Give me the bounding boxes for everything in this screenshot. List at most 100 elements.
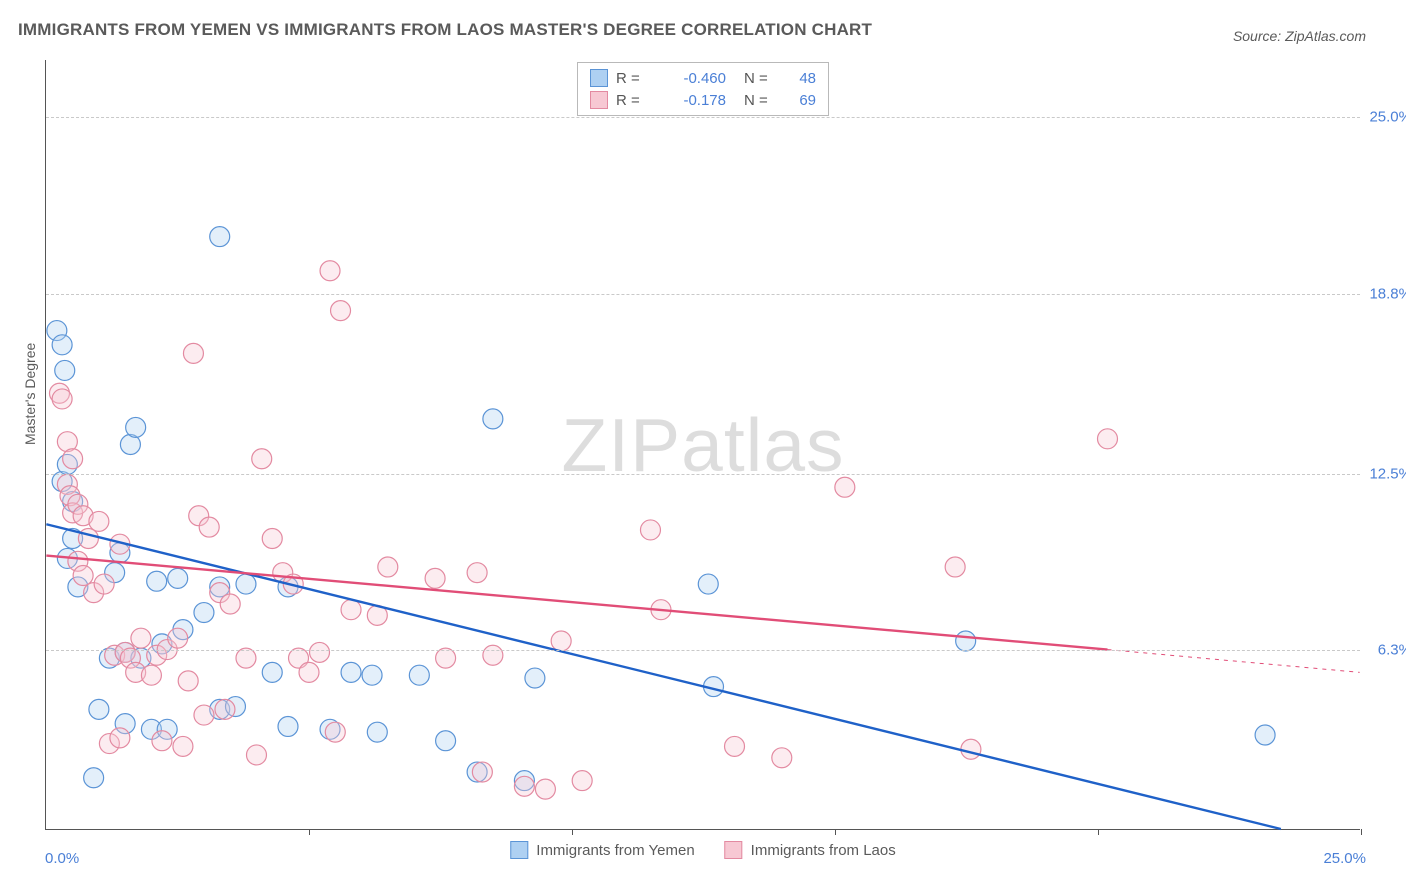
scatter-point-laos — [246, 745, 266, 765]
scatter-point-yemen — [52, 335, 72, 355]
legend-r-label: R = — [616, 92, 648, 109]
x-axis-origin-label: 0.0% — [45, 850, 79, 867]
swatch-yemen — [510, 841, 528, 859]
legend-item-laos: Immigrants from Laos — [725, 841, 896, 859]
scatter-point-laos — [178, 671, 198, 691]
scatter-point-yemen — [236, 574, 256, 594]
scatter-point-yemen — [210, 227, 230, 247]
scatter-point-laos — [572, 771, 592, 791]
legend-label-yemen: Immigrants from Yemen — [536, 842, 694, 859]
scatter-point-laos — [483, 645, 503, 665]
scatter-point-laos — [472, 762, 492, 782]
x-tick — [835, 829, 836, 835]
y-tick-label: 6.3% — [1378, 642, 1406, 659]
scatter-point-yemen — [55, 360, 75, 380]
scatter-point-laos — [252, 449, 272, 469]
scatter-point-yemen — [525, 668, 545, 688]
scatter-point-laos — [183, 343, 203, 363]
scatter-point-laos — [299, 662, 319, 682]
scatter-point-laos — [945, 557, 965, 577]
gridline — [46, 294, 1360, 295]
x-tick — [309, 829, 310, 835]
scatter-point-laos — [194, 705, 214, 725]
scatter-point-laos — [215, 699, 235, 719]
scatter-point-yemen — [84, 768, 104, 788]
scatter-point-laos — [152, 731, 172, 751]
legend-n-value-yemen: 48 — [786, 70, 816, 87]
scatter-point-laos — [551, 631, 571, 651]
scatter-point-laos — [772, 748, 792, 768]
scatter-point-laos — [640, 520, 660, 540]
scatter-point-laos — [467, 563, 487, 583]
swatch-laos — [590, 91, 608, 109]
scatter-svg — [46, 60, 1360, 829]
legend-item-yemen: Immigrants from Yemen — [510, 841, 694, 859]
scatter-point-laos — [110, 728, 130, 748]
scatter-point-laos — [1098, 429, 1118, 449]
scatter-point-laos — [94, 574, 114, 594]
scatter-point-laos — [725, 736, 745, 756]
scatter-point-laos — [173, 736, 193, 756]
scatter-point-yemen — [341, 662, 361, 682]
legend-n-label: N = — [744, 70, 778, 87]
scatter-point-yemen — [168, 568, 188, 588]
legend-row-yemen: R = -0.460 N = 48 — [590, 67, 816, 89]
scatter-point-laos — [52, 389, 72, 409]
y-tick-label: 18.8% — [1369, 285, 1406, 302]
scatter-point-laos — [73, 566, 93, 586]
scatter-point-yemen — [147, 571, 167, 591]
scatter-point-laos — [378, 557, 398, 577]
scatter-point-yemen — [436, 731, 456, 751]
scatter-point-laos — [199, 517, 219, 537]
legend-label-laos: Immigrants from Laos — [751, 842, 896, 859]
legend-row-laos: R = -0.178 N = 69 — [590, 89, 816, 111]
scatter-point-laos — [425, 568, 445, 588]
scatter-point-laos — [835, 477, 855, 497]
correlation-legend: R = -0.460 N = 48 R = -0.178 N = 69 — [577, 62, 829, 116]
legend-n-label: N = — [744, 92, 778, 109]
scatter-point-laos — [220, 594, 240, 614]
scatter-point-laos — [89, 511, 109, 531]
scatter-point-laos — [262, 529, 282, 549]
y-tick-label: 12.5% — [1369, 465, 1406, 482]
regression-line-yemen — [46, 524, 1280, 829]
x-tick — [572, 829, 573, 835]
plot-area: ZIPatlas R = -0.460 N = 48 R = -0.178 N … — [45, 60, 1360, 830]
scatter-point-laos — [331, 301, 351, 321]
regression-extrapolation-laos — [1107, 650, 1359, 673]
legend-r-value-yemen: -0.460 — [656, 70, 726, 87]
x-tick — [1098, 829, 1099, 835]
scatter-point-laos — [63, 449, 83, 469]
gridline — [46, 474, 1360, 475]
scatter-point-laos — [535, 779, 555, 799]
scatter-point-yemen — [1255, 725, 1275, 745]
scatter-point-laos — [961, 739, 981, 759]
legend-r-label: R = — [616, 70, 648, 87]
gridline — [46, 650, 1360, 651]
scatter-point-yemen — [367, 722, 387, 742]
y-axis-title: Master's Degree — [22, 343, 38, 445]
series-legend: Immigrants from Yemen Immigrants from La… — [510, 841, 895, 859]
source-attribution: Source: ZipAtlas.com — [1233, 28, 1366, 44]
scatter-point-yemen — [409, 665, 429, 685]
scatter-point-yemen — [698, 574, 718, 594]
chart-title: IMMIGRANTS FROM YEMEN VS IMMIGRANTS FROM… — [18, 20, 872, 40]
scatter-point-yemen — [89, 699, 109, 719]
scatter-point-laos — [341, 600, 361, 620]
scatter-point-yemen — [278, 716, 298, 736]
scatter-point-yemen — [956, 631, 976, 651]
x-tick — [1361, 829, 1362, 835]
legend-n-value-laos: 69 — [786, 92, 816, 109]
scatter-point-laos — [320, 261, 340, 281]
legend-r-value-laos: -0.178 — [656, 92, 726, 109]
scatter-point-laos — [78, 529, 98, 549]
scatter-point-laos — [310, 642, 330, 662]
scatter-point-yemen — [262, 662, 282, 682]
gridline — [46, 117, 1360, 118]
swatch-yemen — [590, 69, 608, 87]
scatter-point-laos — [325, 722, 345, 742]
scatter-point-yemen — [194, 603, 214, 623]
scatter-point-laos — [168, 628, 188, 648]
scatter-point-laos — [131, 628, 151, 648]
scatter-point-laos — [514, 776, 534, 796]
